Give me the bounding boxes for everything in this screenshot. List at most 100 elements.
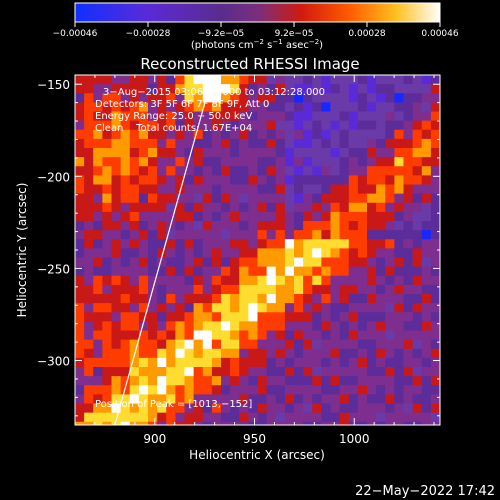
heatmap-cell	[120, 221, 131, 231]
heatmap-cell	[303, 266, 313, 277]
heatmap-cell	[312, 248, 322, 258]
heatmap-cell	[102, 275, 112, 286]
heatmap-cell	[394, 303, 404, 313]
heatmap-cell	[120, 129, 131, 140]
heatmap-cell	[248, 138, 258, 149]
heatmap-cell	[339, 385, 350, 395]
heatmap-cell	[120, 230, 131, 240]
heatmap-cell	[129, 303, 140, 313]
heatmap-cell	[202, 221, 213, 231]
heatmap-cell	[357, 248, 368, 258]
heatmap-cell	[111, 294, 122, 304]
heatmap-cell	[284, 239, 295, 249]
heatmap-cell	[257, 394, 268, 404]
heatmap-cell	[184, 120, 195, 131]
heatmap-cell	[376, 312, 386, 322]
heatmap-cell	[385, 330, 395, 341]
heatmap-cell	[239, 303, 249, 313]
heatmap-cell	[257, 184, 268, 195]
heatmap-cell	[166, 138, 176, 149]
heatmap-cell	[421, 221, 432, 231]
heatmap-cell	[202, 394, 213, 404]
heatmap-cell	[321, 148, 331, 158]
heatmap-cell	[312, 202, 322, 213]
heatmap-cell	[102, 120, 112, 131]
heatmap-cell	[367, 138, 377, 149]
heatmap-cell	[193, 357, 204, 368]
heatmap-cell	[385, 193, 395, 204]
heatmap-cell	[403, 239, 414, 249]
heatmap-cell	[129, 275, 140, 286]
heatmap-cell	[403, 202, 414, 213]
heatmap-cell	[202, 257, 213, 268]
heatmap-cell	[303, 284, 313, 295]
annotation-block: 3−Aug−2015 03:06:28.000 to 03:12:28.000 …	[95, 87, 325, 134]
heatmap-cell	[138, 330, 149, 341]
heatmap-cell	[148, 394, 158, 404]
heatmap-cell	[266, 93, 277, 103]
heatmap-cell	[303, 111, 313, 122]
heatmap-cell	[193, 111, 204, 122]
heatmap-cell	[430, 175, 440, 185]
heatmap-cell	[111, 175, 122, 185]
heatmap-cell	[266, 157, 277, 167]
heatmap-cell	[303, 202, 313, 213]
heatmap-cell	[412, 303, 423, 313]
heatmap-cell	[184, 312, 195, 322]
heatmap-cell	[330, 111, 341, 122]
heatmap-cell	[211, 239, 222, 249]
heatmap-cell	[120, 75, 131, 85]
heatmap-cell	[266, 330, 277, 341]
heatmap-cell	[403, 75, 414, 85]
heatmap-cell	[193, 421, 204, 425]
heatmap-cell	[257, 84, 268, 94]
heatmap-cell	[248, 257, 258, 268]
heatmap-cell	[75, 166, 85, 176]
heatmap-cell	[321, 239, 331, 249]
heatmap-cell	[412, 175, 423, 185]
heatmap-cell	[412, 321, 423, 331]
heatmap-cell	[157, 367, 167, 377]
heatmap-cell	[330, 266, 341, 277]
heatmap-cell	[266, 412, 277, 423]
heatmap-cell	[166, 211, 176, 222]
heatmap-cell	[430, 303, 440, 313]
heatmap-cell	[239, 221, 249, 231]
heatmap-cell	[157, 284, 167, 295]
heatmap-cell	[275, 312, 286, 322]
heatmap-cell	[330, 129, 341, 140]
heatmap-cell	[275, 367, 286, 377]
heatmap-cell	[339, 211, 350, 222]
heatmap-cell	[385, 257, 395, 268]
heatmap-cell	[376, 421, 386, 425]
heatmap-cell	[257, 284, 268, 295]
heatmap-cell	[211, 412, 222, 423]
heatmap-cell	[111, 385, 122, 395]
heatmap-cell	[129, 102, 140, 112]
heatmap-cell	[166, 412, 176, 423]
heatmap-cell	[357, 312, 368, 322]
heatmap-cell	[339, 148, 350, 158]
heatmap-cell	[257, 202, 268, 213]
heatmap-cell	[111, 421, 122, 425]
heatmap-cell	[394, 412, 404, 423]
heatmap-cell	[221, 321, 231, 331]
heatmap-cell	[211, 248, 222, 258]
heatmap-cell	[239, 412, 249, 423]
heatmap-cell	[138, 230, 149, 240]
heatmap-cell	[230, 312, 240, 322]
heatmap-cell	[239, 138, 249, 149]
heatmap-cell	[275, 257, 286, 268]
heatmap-cell	[284, 120, 295, 131]
heatmap-cell	[412, 148, 423, 158]
heatmap-cell	[430, 202, 440, 213]
heatmap-cell	[111, 266, 122, 277]
heatmap-cell	[321, 421, 331, 425]
heatmap-cell	[385, 348, 395, 359]
heatmap-cell	[248, 184, 258, 195]
heatmap-cell	[294, 257, 304, 268]
heatmap-cell	[157, 394, 167, 404]
heatmap-cell	[230, 339, 240, 350]
heatmap-cell	[221, 275, 231, 286]
heatmap-cell	[102, 166, 112, 176]
